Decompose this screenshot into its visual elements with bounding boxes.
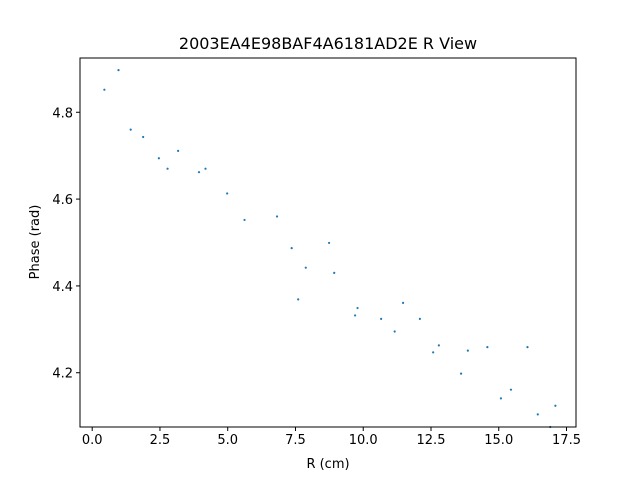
data-point <box>117 69 120 72</box>
data-point <box>166 167 169 170</box>
data-point <box>401 301 405 304</box>
data-point <box>204 167 207 170</box>
y-tick-label: 4.2 <box>52 367 73 382</box>
data-point <box>356 306 359 310</box>
data-point <box>243 218 246 222</box>
data-point <box>226 192 229 195</box>
x-tick-label: 2.5 <box>150 433 171 448</box>
x-tick-label: 12.5 <box>417 433 446 448</box>
x-tick-label: 15.0 <box>484 433 513 448</box>
data-point <box>177 149 180 152</box>
data-point <box>333 271 336 274</box>
x-axis-label: R (cm) <box>306 457 349 472</box>
plot-frame <box>79 57 577 428</box>
data-point <box>380 317 383 320</box>
data-point <box>354 314 357 317</box>
data-point <box>297 298 300 301</box>
data-point <box>157 157 160 160</box>
data-point <box>509 388 513 391</box>
x-tick-label: 17.5 <box>552 433 581 448</box>
data-point <box>437 344 440 347</box>
data-point <box>393 330 396 333</box>
data-point <box>327 241 331 245</box>
data-point <box>459 372 463 375</box>
plot-area <box>80 58 576 427</box>
data-point <box>499 397 503 400</box>
y-axis: 4.2 4.4 4.6 4.8 <box>52 106 80 382</box>
data-point <box>418 317 421 320</box>
data-point <box>142 135 145 139</box>
data-point <box>290 247 293 250</box>
data-point <box>536 413 539 416</box>
x-tick-label: 5.0 <box>217 433 238 448</box>
y-tick-label: 4.6 <box>52 193 73 208</box>
x-tick-label: 0.0 <box>82 433 103 448</box>
data-point <box>304 266 307 269</box>
x-axis: 0.0 2.5 5.0 7.5 10.0 12.5 15.0 17.5 <box>82 427 581 448</box>
data-point <box>526 346 529 349</box>
data-point <box>432 351 435 354</box>
y-tick-label: 4.4 <box>52 280 73 295</box>
chart-title: 2003EA4E98BAF4A6181AD2E R View <box>179 34 477 53</box>
data-point <box>554 404 557 407</box>
data-point <box>103 88 106 91</box>
x-tick-label: 10.0 <box>349 433 378 448</box>
data-points <box>103 69 557 429</box>
data-point <box>275 215 279 218</box>
x-tick-label: 7.5 <box>285 433 306 448</box>
data-point <box>129 128 132 131</box>
data-point <box>486 346 489 349</box>
y-tick-label: 4.8 <box>52 106 73 121</box>
data-point <box>466 349 469 352</box>
y-axis-label: Phase (rad) <box>28 205 43 280</box>
data-point <box>197 171 201 174</box>
